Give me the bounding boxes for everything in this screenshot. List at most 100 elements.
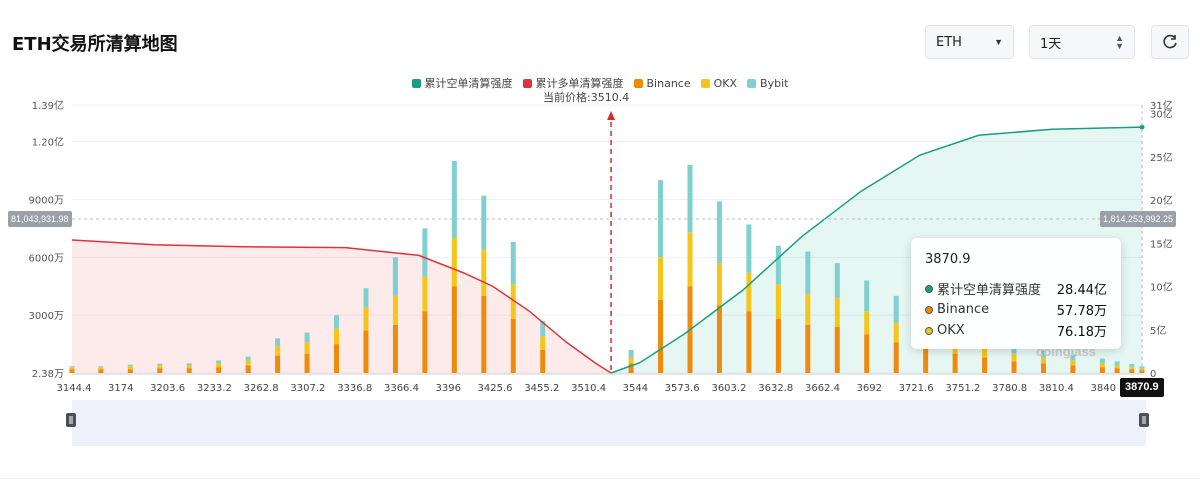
bar-bybit xyxy=(245,356,251,361)
legend-swatch xyxy=(522,78,532,88)
bar-bybit xyxy=(805,251,811,294)
tooltip-row: Binance 57.78万 xyxy=(925,299,1107,320)
x-tick-label: 3692 xyxy=(857,383,882,394)
y-right-tick-label: 10亿 xyxy=(1150,281,1173,294)
bar-okx xyxy=(216,363,222,368)
bar-okx xyxy=(481,249,487,296)
bar-okx xyxy=(245,360,251,366)
legend-label: 累计空单清算强度 xyxy=(424,77,513,90)
bar-bybit xyxy=(98,366,104,368)
legend-item[interactable]: 累计空单清算强度 xyxy=(411,75,513,91)
bar-okx xyxy=(1011,353,1017,362)
legend-swatch xyxy=(411,78,421,88)
bar-binance xyxy=(746,311,752,373)
bar-binance xyxy=(98,369,104,373)
range-slider-left-handle[interactable] xyxy=(66,413,76,427)
bar-binance xyxy=(422,311,428,373)
bar-bybit xyxy=(510,241,516,285)
y-right-tick-label: 0 xyxy=(1150,369,1156,380)
y-right-tick-label: 15亿 xyxy=(1150,237,1173,250)
bar-okx xyxy=(186,365,192,369)
bar-binance xyxy=(1129,369,1135,373)
x-tick-label: 3603.2 xyxy=(711,383,746,394)
bar-okx xyxy=(157,365,163,369)
bar-binance xyxy=(893,342,899,373)
tooltip-row: 累计空单清算强度 28.44亿 xyxy=(925,278,1107,299)
refresh-icon xyxy=(1163,34,1177,49)
bar-binance xyxy=(658,299,664,373)
bar-binance xyxy=(392,324,398,373)
bar-okx xyxy=(658,257,664,300)
bar-okx xyxy=(716,263,722,306)
bar-bybit xyxy=(69,366,75,368)
legend-item[interactable]: 累计多单清算强度 xyxy=(522,75,624,91)
x-tick-label: 3262.8 xyxy=(244,383,279,394)
bar-bybit xyxy=(1129,363,1135,367)
bar-okx xyxy=(1099,363,1105,368)
bar-bybit xyxy=(275,338,281,347)
bar-binance xyxy=(1114,368,1120,373)
bar-binance xyxy=(982,357,988,373)
x-tick-label: 3573.6 xyxy=(665,383,700,394)
bar-bybit xyxy=(1099,358,1105,364)
bar-okx xyxy=(304,342,310,354)
bar-okx xyxy=(98,367,104,370)
divider xyxy=(0,478,1200,479)
legend-label: Bybit xyxy=(760,76,789,90)
bar-bybit xyxy=(540,320,546,337)
bar-binance xyxy=(216,367,222,373)
x-tick-label: 3233.2 xyxy=(197,383,232,394)
y-left-tick-label: 6000万 xyxy=(29,253,64,264)
y-left-tick-label: 1.20亿 xyxy=(32,136,64,149)
coin-select-value: ETH xyxy=(936,34,962,50)
x-tick-label: 3203.6 xyxy=(150,383,185,394)
bar-binance xyxy=(245,365,251,373)
x-tick-label: 3336.8 xyxy=(337,383,372,394)
bar-okx xyxy=(363,307,369,331)
bar-bybit xyxy=(746,224,752,273)
x-tick-label: 3455.2 xyxy=(524,383,559,394)
legend-swatch xyxy=(700,78,710,88)
y-left-tick-label: 9000万 xyxy=(29,195,64,206)
bar-okx xyxy=(775,284,781,320)
bar-binance xyxy=(1070,365,1076,373)
range-slider-right-handle[interactable] xyxy=(1139,413,1149,427)
bar-okx xyxy=(893,322,899,343)
y-right-tick-label: 5亿 xyxy=(1150,324,1166,337)
bar-okx xyxy=(982,347,988,358)
x-tick-label: 3662.4 xyxy=(805,383,840,394)
bar-bybit xyxy=(687,164,693,233)
legend-item[interactable]: Binance xyxy=(633,77,691,90)
period-select[interactable]: 1天 ▲ ▼ xyxy=(1029,25,1135,59)
bar-bybit xyxy=(1070,354,1076,361)
bar-bybit xyxy=(334,315,340,329)
chart-tooltip: 3870.9 累计空单清算强度 28.44亿 Binance 57.78万 OKX 76.… xyxy=(911,238,1121,349)
bar-okx xyxy=(510,284,516,320)
coin-select[interactable]: ETH ▼ xyxy=(925,25,1014,59)
tooltip-dot xyxy=(925,326,933,335)
refresh-button[interactable] xyxy=(1151,25,1189,59)
bar-binance xyxy=(834,326,840,373)
bar-binance xyxy=(481,295,487,373)
x-tick-label: 3366.4 xyxy=(384,383,419,394)
bar-okx xyxy=(540,336,546,350)
bar-binance xyxy=(1011,361,1017,373)
bar-okx xyxy=(275,346,281,356)
legend-item[interactable]: OKX xyxy=(700,77,737,90)
page-title: ETH交易所清算地图 xyxy=(12,34,178,55)
range-slider-track[interactable] xyxy=(72,400,1146,446)
short-line-endpoint xyxy=(1139,124,1145,130)
bar-bybit xyxy=(834,263,840,298)
bar-okx xyxy=(864,311,870,335)
bar-binance xyxy=(363,330,369,373)
bar-binance xyxy=(69,369,75,373)
bar-okx xyxy=(628,357,634,364)
long-area xyxy=(72,239,612,373)
x-tick-label: 3721.6 xyxy=(899,383,934,394)
bar-binance xyxy=(451,286,457,373)
y-left-tick-label: 3000万 xyxy=(29,311,64,322)
bar-bybit xyxy=(304,332,310,343)
legend-item[interactable]: Bybit xyxy=(747,77,788,90)
x-tick-label: 3425.6 xyxy=(478,383,513,394)
